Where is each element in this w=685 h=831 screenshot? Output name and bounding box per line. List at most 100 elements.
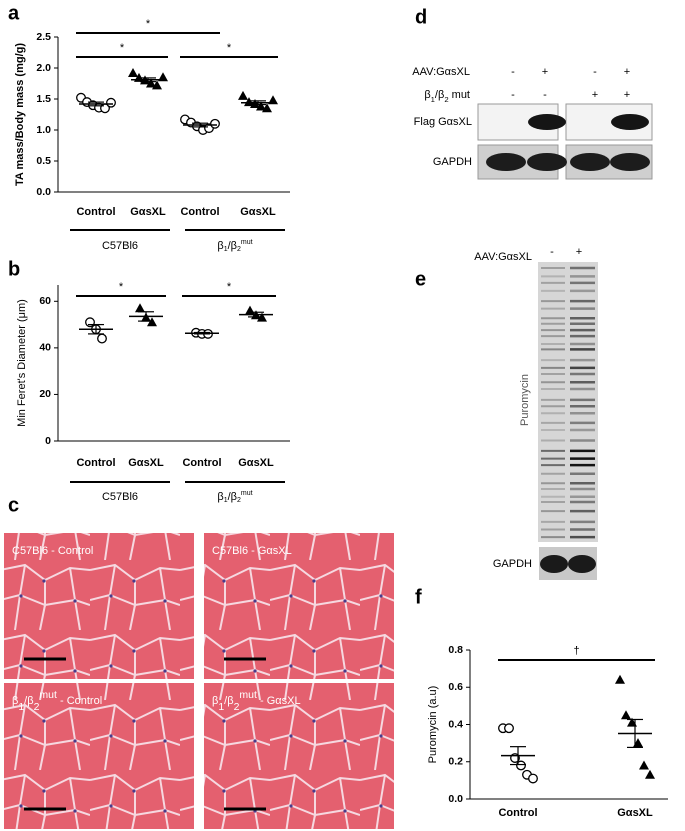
x-tick-label: GαsXL [130, 206, 166, 218]
blot-e [538, 262, 598, 580]
condition-sign: - [550, 246, 554, 258]
text-part: mut [239, 689, 257, 701]
condition-sign: + [624, 66, 630, 78]
y-tick-label: 40 [39, 342, 51, 354]
error-bar [192, 122, 208, 128]
significance-label: * [119, 281, 124, 293]
error-bar [88, 101, 104, 107]
data-point [152, 80, 162, 90]
band [527, 153, 567, 171]
text-part: 2 [444, 95, 448, 104]
band [611, 114, 649, 130]
panel-letter: d [415, 6, 427, 28]
x-tick-label: Control [498, 807, 537, 819]
x-tick-label: Control [76, 457, 115, 469]
band [486, 153, 526, 171]
condition-sign: + [576, 246, 582, 258]
data-point [106, 97, 116, 108]
data-point [615, 674, 625, 684]
text-part: mut [39, 689, 57, 701]
data-point [97, 333, 107, 344]
y-tick-label: 0 [45, 435, 51, 447]
data-point [262, 103, 272, 113]
data-point [621, 710, 631, 720]
condition-label: AAV:GαsXL [412, 66, 470, 78]
image-label: β1/β2mut - Control [12, 689, 102, 713]
y-tick-label: 1.5 [36, 93, 51, 105]
condition-sign: + [542, 66, 548, 78]
significance-label: * [146, 18, 151, 30]
band [570, 153, 610, 171]
condition-label: β1/β2 mut [424, 89, 470, 104]
condition-sign: + [624, 89, 630, 101]
text-part: /β [224, 695, 233, 707]
histology-image [4, 683, 194, 829]
panel-letter: c [8, 494, 19, 516]
text-part: /β [228, 240, 237, 252]
text-part: 2 [237, 246, 241, 253]
data-point [147, 317, 157, 327]
band [610, 153, 650, 171]
significance-label: * [120, 42, 125, 54]
error-bar [138, 311, 154, 322]
text-part: mut [241, 239, 253, 246]
data-point [645, 769, 655, 779]
image-label: β1/β2mut - GαsXL [212, 689, 301, 713]
lane-label: Puromycin [519, 374, 531, 426]
text-part: - GαsXL [257, 695, 301, 707]
group-label: β1/β2mut [217, 490, 252, 504]
group-label: C57Bl6 [102, 240, 138, 252]
band [540, 555, 568, 573]
row-label: Flag GαsXL [414, 116, 472, 128]
row-label: GAPDH [433, 156, 472, 168]
panel-letter: e [415, 268, 426, 290]
data-point [85, 317, 95, 328]
blot-box [538, 262, 598, 542]
y-tick-label: 0.0 [448, 793, 463, 805]
x-tick-label: GαsXL [240, 206, 276, 218]
condition-sign: - [543, 89, 547, 101]
y-tick-label: 60 [39, 295, 51, 307]
text-part: 1 [431, 95, 435, 104]
condition-sign: + [592, 89, 598, 101]
y-axis-label: TA mass/Body mass (mg/g) [14, 43, 26, 186]
image-label: C57Bl6 - GαsXL [212, 545, 292, 557]
data-point [256, 101, 266, 111]
blot-d [477, 103, 653, 180]
text-part: β [212, 695, 218, 707]
text-part: β [217, 491, 223, 503]
data-point [245, 305, 255, 315]
condition-label: AAV:GαsXL [474, 251, 532, 263]
group-label: β1/β2mut [217, 239, 252, 253]
data-point [210, 118, 220, 129]
band [568, 555, 596, 573]
y-tick-label: 0.6 [448, 681, 463, 693]
histology-image [4, 533, 194, 679]
y-tick-label: 0.4 [448, 718, 463, 730]
significance-label: † [573, 645, 579, 657]
histology-image [204, 533, 394, 679]
y-tick-label: 2.0 [36, 62, 51, 74]
text-part: - Control [57, 695, 102, 707]
text-part: mut [449, 89, 470, 101]
error-bar [248, 311, 264, 318]
text-part: 1 [224, 497, 228, 504]
y-tick-label: 1.0 [36, 124, 51, 136]
text-part: β [424, 89, 430, 101]
condition-sign: - [593, 66, 597, 78]
text-part: mut [241, 490, 253, 497]
data-point [146, 78, 156, 88]
image-label: C57Bl6 - Control [12, 545, 93, 557]
data-point [639, 760, 649, 770]
y-tick-label: 0.2 [448, 756, 463, 768]
x-tick-label: GαsXL [238, 457, 274, 469]
row-label: GAPDH [493, 558, 532, 570]
x-tick-label: Control [182, 457, 221, 469]
x-tick-label: GαsXL [617, 807, 653, 819]
group-label: C57Bl6 [102, 491, 138, 503]
text-part: β [12, 695, 18, 707]
text-part: /β [24, 695, 33, 707]
y-tick-label: 0.0 [36, 186, 51, 198]
data-point [135, 303, 145, 313]
